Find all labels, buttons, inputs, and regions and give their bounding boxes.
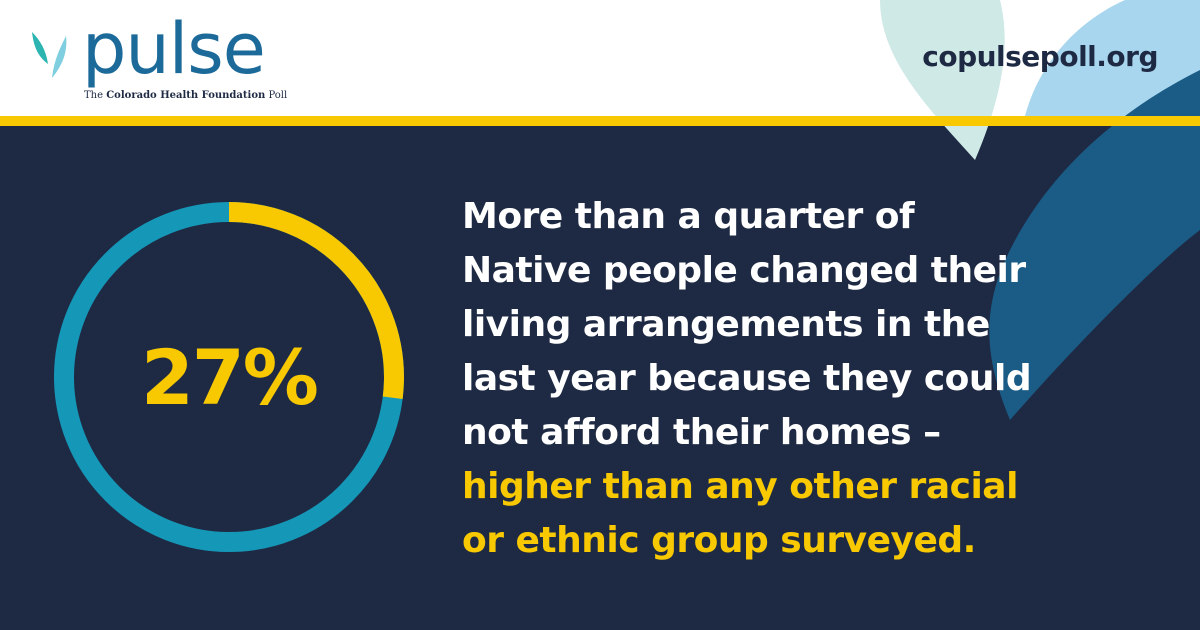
tagline-prefix: The — [84, 90, 104, 101]
donut-fill-arc — [54, 202, 404, 552]
statement-highlight-line: higher than any other racial — [462, 466, 1018, 507]
statement-text: More than a quarter of Native people cha… — [462, 190, 1182, 568]
tagline-name: Colorado Health Foundation — [106, 90, 266, 101]
leaf-logo-icon — [32, 32, 67, 78]
percent-value: 27% — [141, 332, 319, 422]
statement-line: not afford their homes – — [462, 412, 941, 453]
logo-tagline: The Colorado Health Foundation Poll — [84, 90, 287, 101]
statement-line: More than a quarter of — [462, 196, 915, 237]
website-link[interactable]: copulsepoll.org — [922, 40, 1158, 73]
tagline-suffix: Poll — [268, 90, 288, 101]
logo-wordmark: pulse — [82, 8, 266, 90]
statement-line: Native people changed their — [462, 250, 1026, 291]
statement-highlight-line: or ethnic group surveyed. — [462, 520, 976, 561]
pulse-logo[interactable]: pulse The Colorado Health Foundation Pol… — [22, 14, 292, 110]
statement-line: last year because they could — [462, 358, 1032, 399]
percent-donut-ring — [54, 202, 404, 552]
statement-line: living arrangements in the — [462, 304, 990, 345]
header-accent-stripe — [0, 116, 1200, 126]
